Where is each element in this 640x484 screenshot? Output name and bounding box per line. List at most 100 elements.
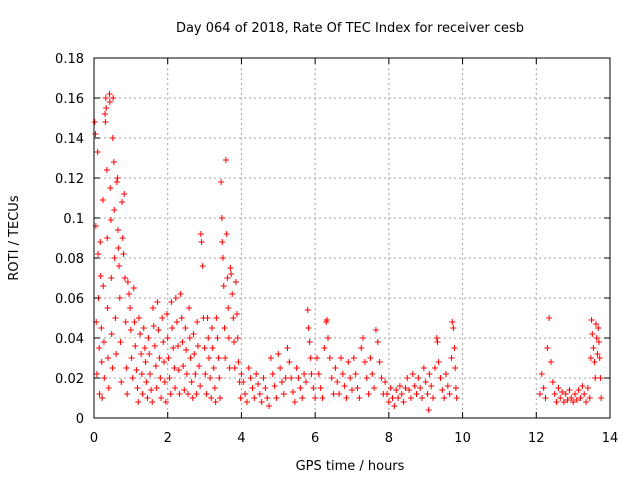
data-point [209, 345, 216, 351]
data-point [360, 335, 367, 341]
data-point [538, 371, 545, 377]
data-point [168, 299, 175, 305]
y-tick-label: 0.18 [55, 52, 84, 67]
data-point [291, 399, 298, 405]
data-point [258, 399, 265, 405]
data-point [420, 365, 427, 371]
data-point [172, 295, 179, 301]
data-point [426, 371, 433, 377]
data-point [114, 175, 121, 181]
data-point [106, 91, 113, 97]
data-point [240, 379, 247, 385]
plot-frame [93, 57, 611, 419]
data-point [98, 325, 105, 331]
data-point [284, 345, 291, 351]
data-point [334, 379, 341, 385]
data-point [299, 395, 306, 401]
data-point [382, 379, 389, 385]
data-point [186, 335, 193, 341]
data-point [204, 315, 211, 321]
x-tick-label: 6 [311, 431, 319, 446]
data-point [339, 371, 346, 377]
data-point [167, 391, 174, 397]
data-point [221, 325, 228, 331]
data-point [177, 291, 184, 297]
data-point [196, 363, 203, 369]
y-tick-label: 0.1 [63, 212, 84, 227]
data-point [123, 365, 130, 371]
data-point [387, 385, 394, 391]
data-point [218, 215, 225, 221]
data-point [439, 387, 446, 393]
data-point [150, 323, 157, 329]
data-point [197, 231, 204, 237]
data-point [424, 391, 431, 397]
data-point [396, 383, 403, 389]
data-point [290, 389, 297, 395]
data-point [92, 131, 99, 137]
data-point [129, 375, 136, 381]
data-point [140, 325, 147, 331]
data-point [141, 345, 148, 351]
data-point [194, 319, 201, 325]
data-point [114, 227, 121, 233]
data-point [247, 375, 254, 381]
data-point [160, 339, 167, 345]
data-point [400, 399, 407, 405]
data-point [407, 395, 414, 401]
data-point [562, 391, 569, 397]
data-point [548, 359, 555, 365]
data-point [156, 355, 163, 361]
data-point [186, 305, 193, 311]
data-point [170, 345, 177, 351]
y-tick-label: 0.16 [55, 92, 84, 107]
data-point [102, 111, 109, 117]
data-point [242, 391, 249, 397]
data-point [199, 263, 206, 269]
data-point [256, 391, 263, 397]
data-point [452, 385, 459, 391]
data-point [161, 359, 168, 365]
data-point [153, 385, 160, 391]
data-point [180, 363, 187, 369]
data-point [312, 395, 319, 401]
data-point [202, 371, 209, 377]
data-point [127, 305, 134, 311]
data-point [280, 391, 287, 397]
data-point [361, 359, 368, 365]
data-point [326, 355, 333, 361]
y-axis-label: ROTI / TECUs [7, 195, 22, 280]
data-point [232, 279, 239, 285]
data-point [137, 331, 144, 337]
data-point [231, 339, 238, 345]
data-point [126, 291, 133, 297]
data-point [102, 95, 109, 101]
x-tick-label: 4 [237, 431, 245, 446]
data-point [579, 383, 586, 389]
data-point [201, 345, 208, 351]
data-point [304, 307, 311, 313]
data-point [111, 255, 118, 261]
data-point [190, 331, 197, 337]
data-point [149, 305, 156, 311]
data-point [597, 375, 604, 381]
data-point [192, 371, 199, 377]
data-point [402, 385, 409, 391]
x-axis-label: GPS time / hours [296, 459, 405, 474]
data-point [590, 345, 597, 351]
data-point [253, 371, 260, 377]
data-point [118, 379, 125, 385]
data-point [428, 383, 435, 389]
data-point [227, 265, 234, 271]
data-point [586, 395, 593, 401]
data-point [267, 355, 274, 361]
data-point [295, 375, 302, 381]
data-point [181, 387, 188, 393]
data-point [99, 395, 106, 401]
data-point [277, 365, 284, 371]
data-point [188, 379, 195, 385]
data-point [116, 263, 123, 269]
data-point [135, 399, 142, 405]
data-point [395, 395, 402, 401]
